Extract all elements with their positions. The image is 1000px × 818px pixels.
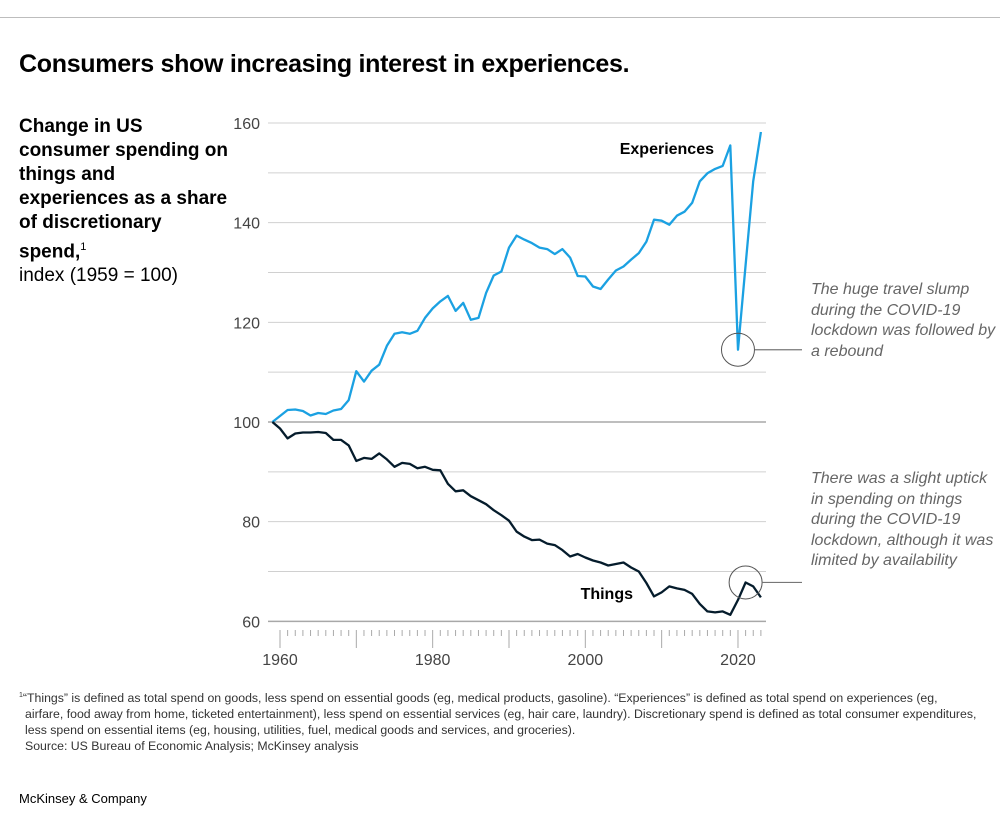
x-tick-label: 2020 [720,652,756,669]
annotation-experiences: The huge travel slump during the COVID-1… [811,281,996,360]
series-label-things: Things [581,586,634,603]
subtitle-bold: Change in US consumer spending on things… [19,116,229,263]
x-tick-label: 2000 [568,652,604,669]
y-tick-label: 60 [242,614,260,631]
brand-logo: McKinsey & Company [19,791,147,806]
footnote-mark: 1 [80,241,87,253]
series-line-experiences [271,131,763,423]
annotation-things: There was a slight uptick in spending on… [811,470,994,569]
annotation-circle [720,332,755,367]
page-title: Consumers show increasing interest in ex… [19,50,630,78]
top-divider [0,17,1000,18]
y-tick-label: 140 [233,216,260,233]
y-tick-label: 80 [242,515,260,532]
series-line-things [271,421,762,616]
source-note: Source: US Bureau of Economic Analysis; … [25,739,359,754]
y-tick-label: 120 [233,315,260,332]
subtitle-unit: index (1959 = 100) [19,265,178,287]
annotation-circle [728,565,763,600]
chart-subtitle: Change in US consumer spending on things… [19,115,229,288]
footnote: 1“Things” is defined as total spend on g… [19,688,979,754]
series-label-experiences: Experiences [620,141,714,158]
x-tick-label: 1960 [262,652,298,669]
line-chart: 60 80 100 120 140 160 1960 1980 2000 2020 Experien… [233,116,802,669]
y-tick-label: 160 [233,116,260,133]
y-tick-label: 100 [233,415,260,432]
footnote-number: 1 [19,692,23,699]
x-tick-label: 1980 [415,652,451,669]
footnote-text: “Things” is defined as total spend on go… [22,691,977,738]
